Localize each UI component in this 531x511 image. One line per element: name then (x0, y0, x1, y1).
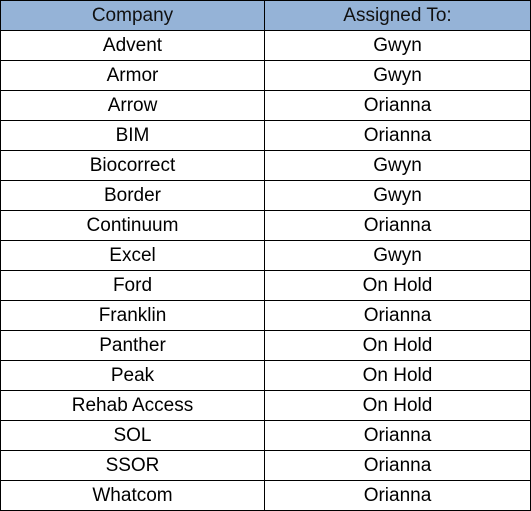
table-row: Biocorrect Gwyn (0, 150, 531, 181)
company-cell: Arrow (0, 90, 265, 121)
header-row: Company Assigned To: (0, 0, 531, 31)
company-cell: Border (0, 180, 265, 211)
assigned-to-cell: Gwyn (264, 180, 531, 211)
assigned-to-cell: Orianna (264, 420, 531, 451)
table-row: Whatcom Orianna (0, 480, 531, 511)
table-row: Panther On Hold (0, 330, 531, 361)
assigned-to-cell: On Hold (264, 390, 531, 421)
table-row: Excel Gwyn (0, 240, 531, 271)
assigned-to-cell: Orianna (264, 450, 531, 481)
assigned-to-cell: Orianna (264, 480, 531, 511)
table-row: SOL Orianna (0, 420, 531, 451)
table-row: SSOR Orianna (0, 450, 531, 481)
company-cell: Rehab Access (0, 390, 265, 421)
column-header-company: Company (0, 0, 265, 31)
company-cell: Continuum (0, 210, 265, 241)
column-header-assigned-to: Assigned To: (264, 0, 531, 31)
table-row: Peak On Hold (0, 360, 531, 391)
table-row: Continuum Orianna (0, 210, 531, 241)
company-cell: Whatcom (0, 480, 265, 511)
company-cell: Excel (0, 240, 265, 271)
table-row: Ford On Hold (0, 270, 531, 301)
table-row: Advent Gwyn (0, 30, 531, 61)
assigned-to-cell: Orianna (264, 210, 531, 241)
company-cell: Biocorrect (0, 150, 265, 181)
company-cell: Armor (0, 60, 265, 91)
assigned-to-cell: Gwyn (264, 150, 531, 181)
table-row: Rehab Access On Hold (0, 390, 531, 421)
company-cell: Panther (0, 330, 265, 361)
company-cell: Ford (0, 270, 265, 301)
company-cell: SOL (0, 420, 265, 451)
table-row: Border Gwyn (0, 180, 531, 211)
assigned-to-cell: On Hold (264, 330, 531, 361)
assigned-to-cell: On Hold (264, 360, 531, 391)
company-cell: Advent (0, 30, 265, 61)
assigned-to-cell: Gwyn (264, 240, 531, 271)
company-cell: SSOR (0, 450, 265, 481)
assigned-to-cell: Gwyn (264, 60, 531, 91)
company-cell: BIM (0, 120, 265, 151)
company-cell: Franklin (0, 300, 265, 331)
assigned-to-cell: Orianna (264, 120, 531, 151)
assigned-to-cell: Orianna (264, 300, 531, 331)
assigned-to-cell: Orianna (264, 90, 531, 121)
table-row: Armor Gwyn (0, 60, 531, 91)
table-row: Franklin Orianna (0, 300, 531, 331)
company-cell: Peak (0, 360, 265, 391)
assigned-to-cell: Gwyn (264, 30, 531, 61)
table-row: Arrow Orianna (0, 90, 531, 121)
assigned-to-cell: On Hold (264, 270, 531, 301)
table-row: BIM Orianna (0, 120, 531, 151)
